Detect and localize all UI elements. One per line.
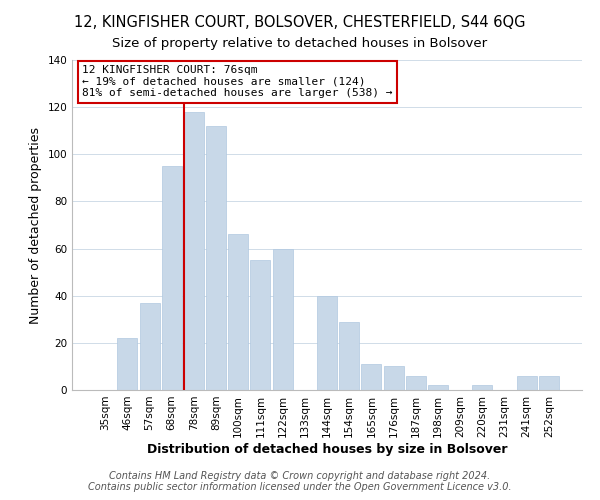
Text: 12, KINGFISHER COURT, BOLSOVER, CHESTERFIELD, S44 6QG: 12, KINGFISHER COURT, BOLSOVER, CHESTERF… (74, 15, 526, 30)
Bar (428, 386, 448, 390)
Bar (383, 366, 404, 390)
Text: 12 KINGFISHER COURT: 76sqm
← 19% of detached houses are smaller (124)
81% of sem: 12 KINGFISHER COURT: 76sqm ← 19% of deta… (82, 65, 392, 98)
Bar (272, 248, 293, 390)
Bar (184, 112, 204, 390)
Y-axis label: Number of detached properties: Number of detached properties (29, 126, 42, 324)
Bar (228, 234, 248, 390)
Bar (517, 376, 536, 390)
Text: Contains HM Land Registry data © Crown copyright and database right 2024.
Contai: Contains HM Land Registry data © Crown c… (88, 471, 512, 492)
Bar (472, 386, 492, 390)
Bar (406, 376, 426, 390)
Bar (361, 364, 382, 390)
Bar (206, 126, 226, 390)
Bar (317, 296, 337, 390)
Bar (118, 338, 137, 390)
Bar (539, 376, 559, 390)
X-axis label: Distribution of detached houses by size in Bolsover: Distribution of detached houses by size … (147, 442, 507, 456)
Bar (250, 260, 271, 390)
Bar (140, 303, 160, 390)
Bar (162, 166, 182, 390)
Bar (339, 322, 359, 390)
Text: Size of property relative to detached houses in Bolsover: Size of property relative to detached ho… (112, 38, 488, 51)
